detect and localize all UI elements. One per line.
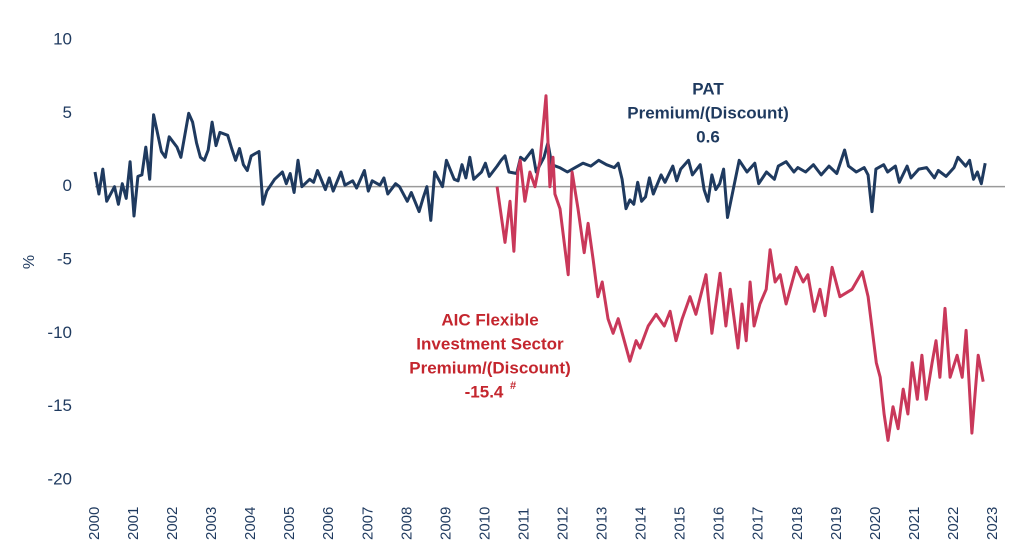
x-tick-label: 2023 — [984, 507, 1001, 540]
x-tick-label: 2016 — [711, 507, 728, 540]
x-tick-label: 2017 — [750, 507, 767, 540]
annotation-line: 0.6 — [696, 127, 720, 146]
x-tick-label: 2012 — [554, 507, 571, 540]
annotation-sup: # — [510, 380, 516, 392]
x-tick-label: 2003 — [203, 507, 220, 540]
annotation-line: PAT — [692, 79, 724, 98]
y-axis-label: % — [21, 255, 38, 269]
pat-annotation: PAT Premium/(Discount) 0.6 — [627, 79, 789, 146]
x-tick-label: 2014 — [633, 507, 650, 540]
x-tick-label: 2008 — [398, 507, 415, 540]
x-tick-label: 2018 — [789, 507, 806, 540]
x-tick-label: 2002 — [164, 507, 181, 540]
x-tick-label: 2001 — [125, 507, 142, 540]
x-tick-label: 2019 — [828, 507, 845, 540]
x-tick-label: 2013 — [594, 507, 611, 540]
annotation-line: Premium/(Discount) — [409, 358, 571, 377]
annotation-line: Investment Sector — [416, 334, 564, 353]
x-tick-label: 2009 — [437, 507, 454, 540]
y-tick-label: 5 — [63, 103, 72, 122]
y-tick-label: 0 — [63, 176, 72, 195]
x-tick-label: 2005 — [281, 507, 298, 540]
x-tick-label: 2007 — [359, 507, 376, 540]
x-tick-label: 2020 — [867, 507, 884, 540]
x-tick-label: 2006 — [320, 507, 337, 540]
annotation-line: -15.4 — [465, 382, 504, 401]
x-tick-label: 2010 — [476, 507, 493, 540]
x-tick-label: 2000 — [86, 507, 103, 540]
x-tick-label: 2022 — [945, 507, 962, 540]
annotation-line: AIC Flexible — [441, 310, 538, 329]
y-tick-label: -5 — [57, 249, 72, 268]
y-tick-label: 10 — [53, 29, 72, 48]
aic-annotation: AIC Flexible Investment Sector Premium/(… — [409, 310, 571, 401]
y-tick-label: -15 — [47, 396, 72, 415]
y-tick-label: -20 — [47, 469, 72, 488]
series-line — [93, 111, 987, 222]
series-line — [495, 94, 985, 442]
annotation-line: Premium/(Discount) — [627, 103, 789, 122]
x-tick-label: 2021 — [906, 507, 923, 540]
y-tick-label: -10 — [47, 323, 72, 342]
x-tick-label: 2011 — [515, 508, 532, 540]
x-tick-label: 2015 — [672, 507, 689, 540]
x-tick-label: 2004 — [242, 507, 259, 540]
